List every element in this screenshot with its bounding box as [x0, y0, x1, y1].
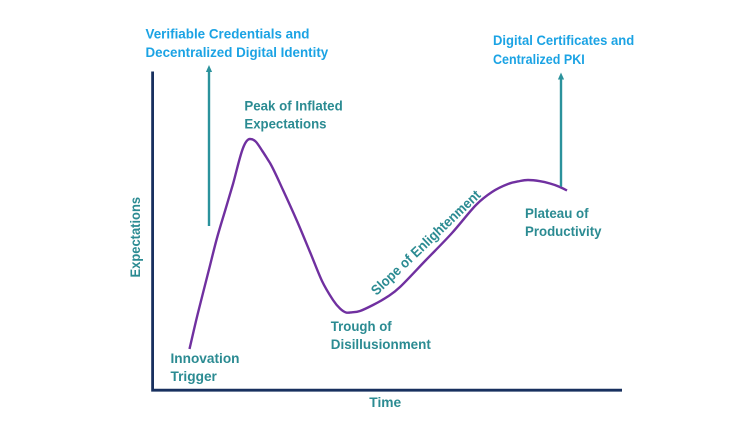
svg-text:Centralized PKI: Centralized PKI: [493, 51, 585, 67]
svg-text:Plateau of: Plateau of: [525, 205, 589, 221]
svg-text:Trough of: Trough of: [331, 318, 392, 334]
svg-text:Digital Certificates and: Digital Certificates and: [493, 32, 634, 48]
svg-text:Expectations: Expectations: [127, 197, 143, 278]
svg-text:Trigger: Trigger: [171, 368, 218, 384]
svg-text:Productivity: Productivity: [525, 223, 602, 239]
svg-text:Verifiable Credentials and: Verifiable Credentials and: [146, 26, 310, 42]
svg-text:Decentralized Digital Identity: Decentralized Digital Identity: [146, 44, 329, 60]
svg-text:Peak of Inflated: Peak of Inflated: [244, 98, 342, 114]
svg-text:Expectations: Expectations: [244, 116, 326, 132]
svg-text:Disillusionment: Disillusionment: [331, 336, 431, 352]
svg-text:Innovation: Innovation: [171, 350, 240, 366]
svg-text:Time: Time: [369, 394, 401, 410]
